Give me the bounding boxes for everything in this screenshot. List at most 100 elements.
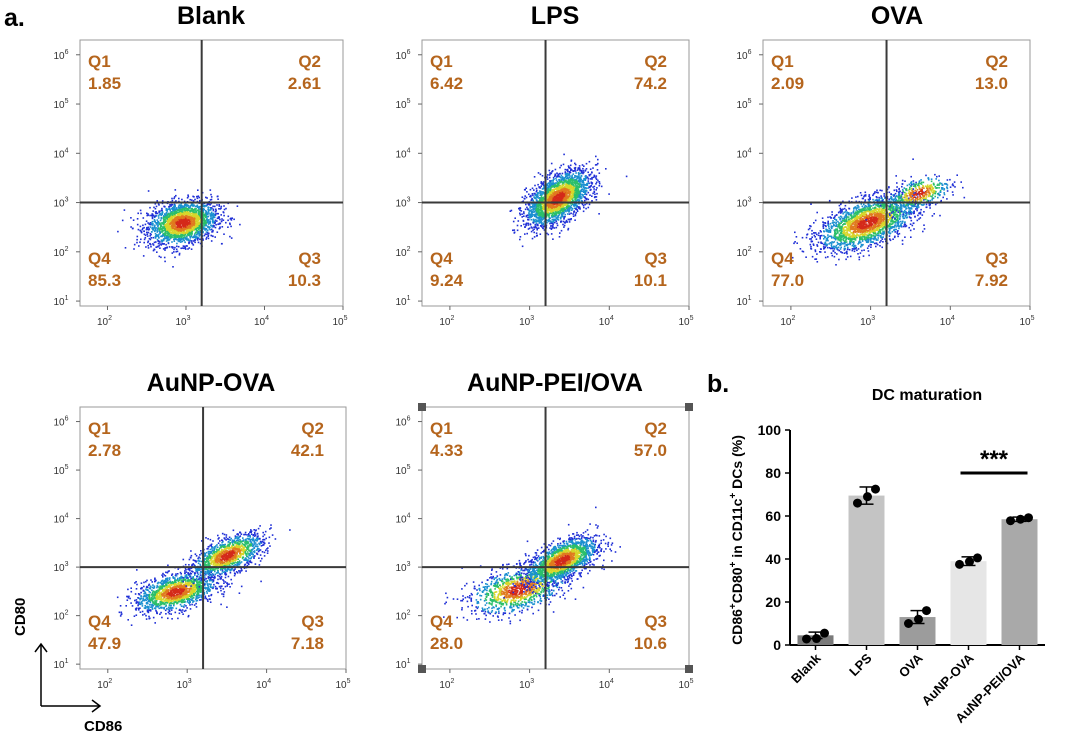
- event-dot: [147, 213, 149, 215]
- event-dot: [582, 169, 584, 172]
- event-dot: [181, 211, 184, 213]
- event-dot: [214, 205, 216, 208]
- event-dot: [581, 164, 584, 166]
- event-dot: [185, 215, 187, 218]
- event-dot: [559, 209, 561, 212]
- event-dot: [133, 243, 136, 246]
- event-dot: [121, 219, 124, 222]
- event-dot: [540, 185, 542, 188]
- event-dot: [584, 193, 586, 195]
- event-dot: [539, 190, 542, 193]
- event-dot: [564, 176, 567, 179]
- y-tick-label: 106: [53, 49, 68, 62]
- event-dot: [169, 226, 171, 228]
- event-dot: [579, 190, 582, 193]
- event-dot: [166, 229, 169, 232]
- event-dot: [203, 226, 205, 228]
- event-dot: [531, 213, 534, 216]
- event-dot: [187, 234, 189, 237]
- event-dot: [209, 199, 212, 201]
- event-dot: [181, 220, 183, 222]
- event-dot: [542, 206, 545, 208]
- event-dot: [185, 223, 187, 226]
- event-dot: [540, 194, 542, 196]
- event-dot: [169, 227, 171, 230]
- event-dot: [173, 213, 176, 216]
- event-dot: [577, 176, 580, 179]
- event-dot: [542, 227, 544, 229]
- event-dot: [166, 232, 169, 235]
- event-dot: [534, 224, 537, 226]
- event-dot: [572, 170, 574, 172]
- event-dot: [193, 196, 195, 198]
- event-dot: [546, 205, 549, 207]
- event-dot: [209, 220, 212, 222]
- event-dot: [206, 217, 208, 220]
- event-dot: [530, 199, 533, 202]
- event-dot: [597, 162, 599, 165]
- event-dot: [530, 202, 532, 205]
- event-dot: [564, 180, 566, 183]
- event-dot: [214, 222, 216, 224]
- event-dot: [171, 226, 174, 229]
- event-dot: [571, 174, 573, 177]
- event-dot: [146, 228, 149, 231]
- event-dot: [205, 215, 208, 217]
- event-dot: [573, 179, 576, 181]
- x-tick-exponent: 4: [265, 315, 269, 322]
- event-dot: [584, 190, 586, 192]
- event-dot: [167, 216, 170, 218]
- event-dot: [550, 225, 552, 227]
- event-dot: [218, 208, 220, 210]
- event-dot: [195, 221, 197, 223]
- event-dot: [568, 183, 570, 185]
- event-dot: [197, 215, 200, 218]
- event-dot: [556, 224, 559, 227]
- event-dot: [174, 204, 176, 206]
- event-dot: [542, 199, 544, 202]
- event-dot: [184, 221, 187, 224]
- event-dot: [202, 230, 204, 233]
- event-dot: [159, 226, 162, 228]
- event-dot: [182, 209, 184, 211]
- event-dot: [561, 195, 564, 197]
- event-dot: [597, 179, 599, 182]
- event-dot: [217, 216, 220, 218]
- event-dot: [204, 221, 206, 224]
- event-dot: [173, 197, 175, 200]
- event-dot: [173, 231, 175, 234]
- event-dot: [146, 231, 148, 234]
- event-dot: [212, 216, 215, 219]
- event-dot: [532, 222, 535, 224]
- event-dot: [565, 197, 567, 200]
- event-dot: [167, 228, 170, 231]
- event-dot: [540, 205, 542, 208]
- event-dot: [163, 217, 165, 220]
- event-dot: [574, 213, 577, 216]
- event-dot: [205, 238, 207, 240]
- event-dot: [596, 187, 598, 189]
- event-dot: [543, 199, 546, 202]
- event-dot: [208, 232, 210, 235]
- event-dot: [180, 236, 182, 238]
- event-dot: [555, 177, 557, 180]
- y-tick-exponent: 3: [65, 197, 69, 204]
- event-dot: [534, 209, 537, 212]
- event-dot: [198, 207, 200, 209]
- event-dot: [176, 245, 178, 248]
- event-dot: [542, 181, 545, 183]
- event-dot: [202, 213, 204, 216]
- event-dot: [534, 219, 537, 221]
- event-dot: [567, 165, 570, 167]
- event-dot: [184, 248, 187, 250]
- event-dot: [179, 232, 182, 234]
- event-dot: [575, 184, 577, 186]
- event-dot: [168, 238, 171, 240]
- event-dot: [158, 233, 160, 236]
- event-dot: [198, 224, 201, 227]
- event-dot: [162, 227, 165, 230]
- scatter-points: [117, 189, 241, 268]
- event-dot: [174, 232, 177, 234]
- event-dot: [207, 208, 209, 210]
- event-dot: [572, 189, 574, 191]
